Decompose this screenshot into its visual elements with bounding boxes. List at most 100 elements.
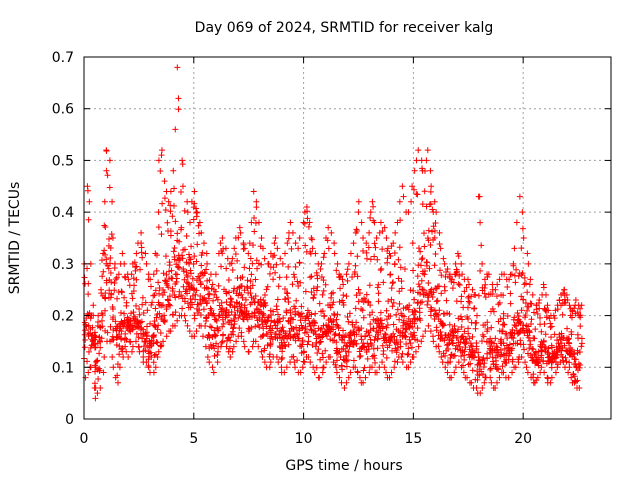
data-point [457,313,464,320]
data-point [193,258,200,265]
data-point [371,352,378,359]
data-point [476,372,483,379]
data-point [437,245,444,252]
x-tick-label: 20 [514,431,532,447]
data-point [163,253,170,260]
data-point [151,292,158,299]
data-point [465,294,472,301]
data-point [311,291,318,298]
data-point [103,147,110,154]
data-point [278,364,285,371]
y-tick-label: 0.7 [52,50,74,66]
data-point [121,294,128,301]
data-point [194,241,201,248]
data-point [126,338,133,345]
data-point [226,345,233,352]
data-point [136,311,143,318]
data-point [292,240,299,247]
data-point [218,263,225,270]
data-point [491,347,498,354]
data-point [303,203,310,210]
data-point [561,286,568,293]
data-point [279,348,286,355]
data-point [249,282,256,289]
data-point [186,219,193,226]
data-point [186,254,193,261]
data-point [379,342,386,349]
data-point [305,353,312,360]
data-point [400,322,407,329]
data-point [135,334,142,341]
data-point [335,349,342,356]
data-point [517,337,524,344]
data-point [408,344,415,351]
data-point [245,348,252,355]
data-point [92,333,99,340]
plot-frame [83,56,612,420]
data-point [227,302,234,309]
data-point [381,224,388,231]
data-point [475,292,482,299]
data-point [100,369,107,376]
data-point [242,296,249,303]
data-point [545,345,552,352]
data-point [139,294,146,301]
data-point [400,317,407,324]
data-point [125,276,132,283]
data-point [253,305,260,312]
data-point [110,364,117,371]
data-point [358,325,365,332]
data-point [121,260,128,267]
data-point [346,343,353,350]
data-point [492,335,499,342]
data-point [165,284,172,291]
data-point [193,287,200,294]
data-point [241,245,248,252]
data-point [153,252,160,259]
y-tick-label: 0.6 [52,102,74,118]
data-point [446,321,453,328]
data-point [577,305,584,312]
data-point [427,312,434,319]
data-point [432,251,439,258]
data-point [156,310,163,317]
data-point [261,255,268,262]
data-point [90,302,97,309]
data-point [283,274,290,281]
data-point [365,298,372,305]
data-point [495,301,502,308]
data-point [152,305,159,312]
data-point [133,276,140,283]
data-point [305,338,312,345]
data-point [217,240,224,247]
data-point [443,297,450,304]
data-point [405,364,412,371]
data-point [406,302,413,309]
data-point [258,318,265,325]
data-point [520,235,527,241]
data-point [267,359,274,366]
data-point [334,260,341,267]
data-point [268,333,275,340]
x-tick-label: 10 [295,431,313,447]
data-point [150,340,157,347]
data-point [577,323,584,330]
data-point [408,198,415,205]
data-point [398,353,405,360]
data-point [299,325,306,332]
data-point [356,348,363,355]
data-point [439,320,446,327]
data-point [309,341,316,348]
data-point [127,339,134,346]
data-point [248,314,255,321]
data-point [240,245,247,252]
data-point [559,311,566,318]
data-point [375,331,382,338]
data-point [84,358,91,365]
data-point [325,245,332,252]
data-point [250,242,257,249]
data-point [302,242,309,249]
data-point [503,360,510,367]
data-point [429,294,436,301]
data-point [365,346,372,353]
